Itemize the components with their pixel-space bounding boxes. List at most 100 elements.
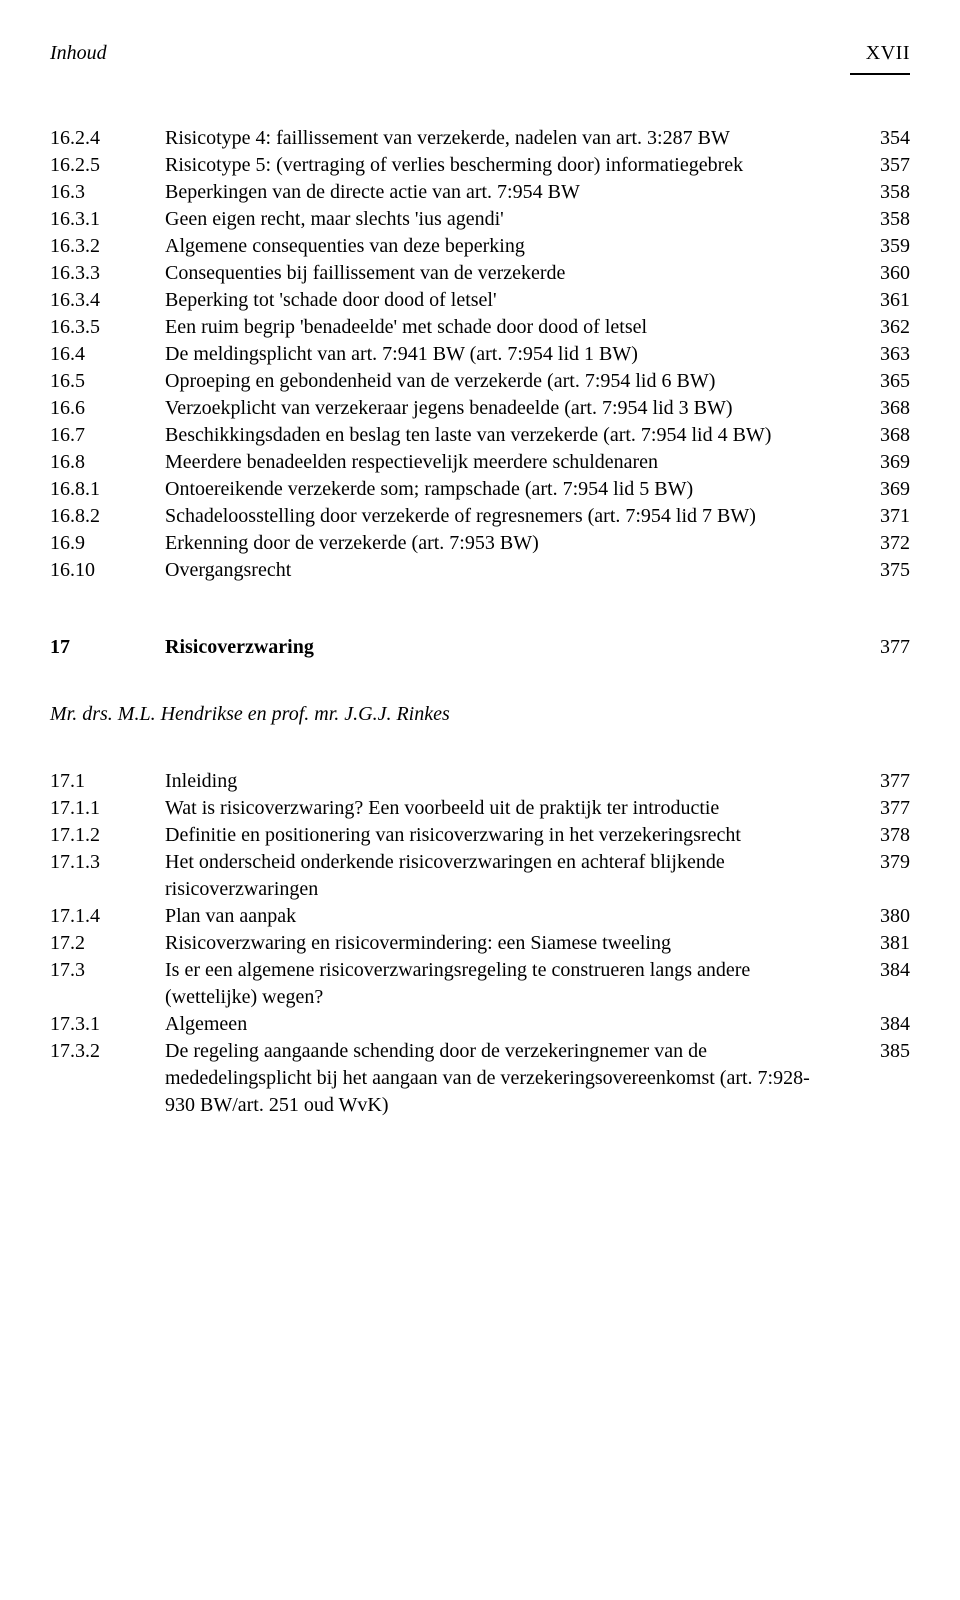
toc-number: 17.3 xyxy=(50,957,165,984)
toc-row: 16.5Oproeping en gebondenheid van de ver… xyxy=(50,368,910,395)
toc-row: 16.6Verzoekplicht van verzekeraar jegens… xyxy=(50,395,910,422)
toc-row: 17.1.2Definitie en positionering van ris… xyxy=(50,822,910,849)
toc-title: Meerdere benadeelden respectievelijk mee… xyxy=(165,449,850,476)
toc-row: 16.3.5Een ruim begrip 'benadeelde' met s… xyxy=(50,314,910,341)
header-right: XVII xyxy=(866,40,910,67)
toc-row: 16.3Beperkingen van de directe actie van… xyxy=(50,179,910,206)
toc-row: 16.3.3Consequenties bij faillissement va… xyxy=(50,260,910,287)
author-line: Mr. drs. M.L. Hendrikse en prof. mr. J.G… xyxy=(50,701,910,728)
toc-page: 384 xyxy=(850,957,910,984)
toc-row: 17.3.2De regeling aangaande schending do… xyxy=(50,1038,910,1119)
toc-number: 16.10 xyxy=(50,557,165,584)
toc-title: Wat is risicoverzwaring? Een voorbeeld u… xyxy=(165,795,850,822)
header-underline xyxy=(50,73,910,75)
toc-title: Erkenning door de verzekerde (art. 7:953… xyxy=(165,530,850,557)
chapter-heading: 17 Risicoverzwaring 377 xyxy=(50,634,910,661)
toc-row: 16.3.4Beperking tot 'schade door dood of… xyxy=(50,287,910,314)
toc-page: 379 xyxy=(850,849,910,876)
toc-section-16: 16.2.4Risicotype 4: faillissement van ve… xyxy=(50,125,910,584)
toc-page: 354 xyxy=(850,125,910,152)
toc-number: 16.3.5 xyxy=(50,314,165,341)
toc-row: 17.1.3Het onderscheid onderkende risicov… xyxy=(50,849,910,903)
toc-title: Is er een algemene risicoverzwaringsrege… xyxy=(165,957,850,1011)
toc-number: 17.1 xyxy=(50,768,165,795)
toc-number: 16.8.1 xyxy=(50,476,165,503)
toc-page: 377 xyxy=(850,795,910,822)
toc-row: 16.4De meldingsplicht van art. 7:941 BW … xyxy=(50,341,910,368)
toc-page: 357 xyxy=(850,152,910,179)
toc-title: Beschikkingsdaden en beslag ten laste va… xyxy=(165,422,850,449)
chapter-page: 377 xyxy=(850,634,910,661)
toc-title: Consequenties bij faillissement van de v… xyxy=(165,260,850,287)
toc-number: 16.9 xyxy=(50,530,165,557)
toc-title: Het onderscheid onderkende risicoverzwar… xyxy=(165,849,850,903)
toc-page: 363 xyxy=(850,341,910,368)
toc-title: Oproeping en gebondenheid van de verzeke… xyxy=(165,368,850,395)
toc-row: 16.3.1Geen eigen recht, maar slechts 'iu… xyxy=(50,206,910,233)
toc-number: 17.3.2 xyxy=(50,1038,165,1065)
toc-row: 16.9Erkenning door de verzekerde (art. 7… xyxy=(50,530,910,557)
toc-number: 17.1.2 xyxy=(50,822,165,849)
page-header: Inhoud XVII xyxy=(50,40,910,67)
toc-page: 368 xyxy=(850,422,910,449)
toc-page: 378 xyxy=(850,822,910,849)
toc-section-17: 17.1Inleiding37717.1.1Wat is risicoverzw… xyxy=(50,768,910,1119)
toc-row: 17.2Risicoverzwaring en risicoverminderi… xyxy=(50,930,910,957)
chapter-num: 17 xyxy=(50,634,165,661)
toc-row: 16.2.5Risicotype 5: (vertraging of verli… xyxy=(50,152,910,179)
toc-page: 381 xyxy=(850,930,910,957)
toc-title: Beperkingen van de directe actie van art… xyxy=(165,179,850,206)
toc-row: 16.2.4Risicotype 4: faillissement van ve… xyxy=(50,125,910,152)
toc-page: 362 xyxy=(850,314,910,341)
toc-number: 16.3.3 xyxy=(50,260,165,287)
toc-title: Risicotype 5: (vertraging of verlies bes… xyxy=(165,152,850,179)
toc-title: Ontoereikende verzekerde som; rampschade… xyxy=(165,476,850,503)
toc-title: De regeling aangaande schending door de … xyxy=(165,1038,850,1119)
toc-number: 16.6 xyxy=(50,395,165,422)
toc-title: Schadeloosstelling door verzekerde of re… xyxy=(165,503,850,530)
toc-number: 16.2.4 xyxy=(50,125,165,152)
toc-page: 369 xyxy=(850,476,910,503)
toc-number: 16.5 xyxy=(50,368,165,395)
toc-page: 358 xyxy=(850,206,910,233)
toc-row: 17.3Is er een algemene risicoverzwarings… xyxy=(50,957,910,1011)
toc-number: 16.7 xyxy=(50,422,165,449)
toc-title: Verzoekplicht van verzekeraar jegens ben… xyxy=(165,395,850,422)
toc-number: 16.3.2 xyxy=(50,233,165,260)
toc-title: Een ruim begrip 'benadeelde' met schade … xyxy=(165,314,850,341)
toc-number: 16.2.5 xyxy=(50,152,165,179)
toc-title: Beperking tot 'schade door dood of letse… xyxy=(165,287,850,314)
toc-title: Risicotype 4: faillissement van verzeker… xyxy=(165,125,850,152)
toc-page: 369 xyxy=(850,449,910,476)
toc-page: 365 xyxy=(850,368,910,395)
toc-row: 17.3.1Algemeen384 xyxy=(50,1011,910,1038)
toc-row: 17.1Inleiding377 xyxy=(50,768,910,795)
toc-number: 16.4 xyxy=(50,341,165,368)
toc-number: 17.3.1 xyxy=(50,1011,165,1038)
toc-page: 375 xyxy=(850,557,910,584)
toc-row: 16.8.2Schadeloosstelling door verzekerde… xyxy=(50,503,910,530)
toc-title: Inleiding xyxy=(165,768,850,795)
toc-page: 368 xyxy=(850,395,910,422)
toc-page: 358 xyxy=(850,179,910,206)
toc-number: 17.1.4 xyxy=(50,903,165,930)
toc-number: 16.8 xyxy=(50,449,165,476)
toc-number: 16.3.4 xyxy=(50,287,165,314)
toc-number: 17.1.3 xyxy=(50,849,165,876)
underline-segment xyxy=(850,73,910,75)
toc-page: 384 xyxy=(850,1011,910,1038)
toc-title: Algemeen xyxy=(165,1011,850,1038)
toc-row: 16.8Meerdere benadeelden respectievelijk… xyxy=(50,449,910,476)
toc-title: Overgangsrecht xyxy=(165,557,850,584)
toc-page: 359 xyxy=(850,233,910,260)
toc-title: Algemene consequenties van deze beperkin… xyxy=(165,233,850,260)
chapter-title: Risicoverzwaring xyxy=(165,634,850,661)
toc-number: 17.2 xyxy=(50,930,165,957)
toc-title: Geen eigen recht, maar slechts 'ius agen… xyxy=(165,206,850,233)
toc-title: Plan van aanpak xyxy=(165,903,850,930)
toc-page: 372 xyxy=(850,530,910,557)
toc-title: Risicoverzwaring en risicovermindering: … xyxy=(165,930,850,957)
toc-page: 380 xyxy=(850,903,910,930)
toc-row: 17.1.1Wat is risicoverzwaring? Een voorb… xyxy=(50,795,910,822)
toc-page: 385 xyxy=(850,1038,910,1065)
